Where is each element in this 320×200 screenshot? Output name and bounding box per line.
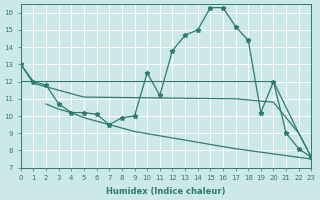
X-axis label: Humidex (Indice chaleur): Humidex (Indice chaleur) [106, 187, 226, 196]
